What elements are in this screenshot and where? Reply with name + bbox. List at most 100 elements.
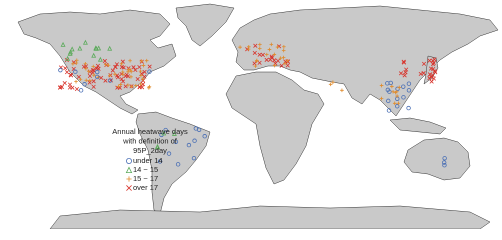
plus-marker	[278, 56, 283, 60]
legend-title: 95P_2day	[133, 146, 167, 155]
legend-label: 14 ~ 15	[133, 165, 158, 174]
plus-marker	[283, 61, 287, 66]
triangle-marker	[125, 166, 133, 173]
cross-marker	[62, 80, 67, 86]
triangle-marker	[96, 45, 102, 51]
plus-marker	[74, 79, 78, 84]
circle-marker	[95, 69, 100, 75]
south-america	[135, 111, 211, 215]
circle-marker	[82, 82, 87, 87]
plus-marker	[128, 68, 133, 72]
cross-marker	[257, 52, 262, 57]
plus-marker	[116, 84, 121, 89]
cross-marker	[120, 79, 126, 84]
circle-marker	[406, 105, 411, 111]
legend-title: with definition of	[122, 136, 178, 145]
plus-marker	[331, 80, 335, 85]
circle-marker	[78, 88, 84, 93]
circle-marker	[192, 138, 197, 143]
greenland	[175, 3, 235, 47]
triangle-marker	[77, 45, 83, 51]
cross-marker	[427, 58, 432, 63]
cross-marker	[421, 71, 426, 76]
plus-marker	[138, 82, 143, 86]
plus-marker	[285, 58, 290, 63]
southeast-asia-islands	[389, 117, 447, 135]
triangle-marker	[155, 144, 161, 150]
cross-marker	[401, 60, 407, 65]
cross-marker	[421, 61, 427, 66]
circle-marker	[95, 74, 100, 80]
cross-marker	[264, 57, 269, 62]
cross-marker	[431, 60, 436, 66]
plus-marker	[106, 63, 111, 68]
plus-marker	[390, 84, 394, 89]
circle-marker	[186, 142, 192, 148]
cross-marker	[269, 54, 274, 59]
cross-marker	[94, 66, 99, 71]
plus-marker	[258, 42, 262, 47]
plus-marker	[138, 69, 143, 73]
plus-marker	[139, 59, 144, 63]
plus-marker	[119, 61, 124, 66]
circle-marker	[385, 81, 390, 86]
plus-marker	[83, 61, 88, 66]
plus-marker	[74, 58, 79, 63]
antarctica	[49, 205, 491, 229]
plus-marker	[84, 78, 89, 83]
plus-marker	[78, 77, 83, 82]
circle-marker	[395, 104, 400, 109]
cross-marker	[74, 86, 80, 92]
cross-marker	[76, 74, 81, 80]
cross-marker	[418, 71, 423, 77]
plus-marker	[91, 64, 96, 69]
plus-marker	[139, 73, 143, 78]
circle-marker	[386, 108, 392, 113]
cross-marker	[113, 64, 118, 70]
plus-marker	[92, 73, 96, 77]
plus-marker	[395, 94, 399, 98]
triangle-marker	[97, 56, 103, 62]
cross-marker	[273, 61, 278, 66]
plus-marker	[126, 176, 132, 182]
circle-marker	[58, 67, 63, 73]
north-america	[17, 9, 177, 115]
circle-marker	[401, 95, 406, 100]
plus-marker	[120, 70, 125, 74]
plus-marker	[253, 64, 258, 68]
legend-label: under 14	[133, 156, 163, 165]
circle-marker	[442, 156, 447, 161]
cross-marker	[114, 62, 119, 67]
cross-marker	[403, 70, 408, 75]
circle-marker	[386, 98, 391, 104]
cross-marker	[402, 73, 407, 78]
plus-marker	[126, 70, 130, 74]
plus-marker	[272, 52, 277, 57]
cross-marker	[430, 73, 435, 78]
cross-marker	[431, 66, 436, 72]
circle-marker	[147, 69, 152, 74]
plus-marker	[141, 77, 145, 81]
cross-marker	[147, 64, 152, 69]
plus-marker	[257, 46, 262, 51]
plus-marker	[134, 83, 138, 88]
cross-marker	[430, 58, 435, 63]
plus-marker	[129, 69, 133, 74]
cross-marker	[137, 85, 142, 90]
plus-marker	[129, 75, 133, 79]
cross-marker	[431, 76, 436, 81]
plus-marker	[281, 48, 286, 53]
plus-marker	[141, 63, 146, 68]
cross-marker	[140, 82, 146, 87]
triangle-marker	[68, 49, 73, 55]
cross-marker	[68, 72, 73, 77]
circle-marker	[406, 88, 412, 93]
cross-marker	[87, 80, 92, 85]
legend-label: over 17	[133, 183, 158, 192]
circle-marker	[406, 81, 412, 86]
legend-title: Annual heatwave days	[112, 127, 188, 136]
cross-marker	[91, 84, 96, 89]
plus-marker	[269, 42, 274, 47]
plus-marker	[107, 73, 112, 78]
